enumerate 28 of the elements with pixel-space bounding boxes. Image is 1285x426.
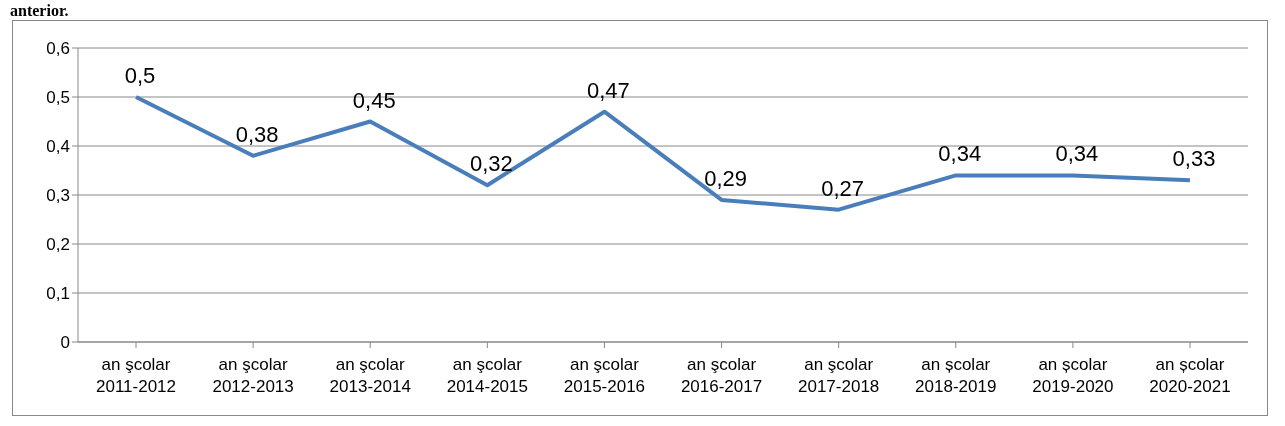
y-tick-label: 0 [60, 333, 70, 353]
y-tick-label: 0,1 [46, 284, 70, 304]
data-label: 0,29 [704, 165, 747, 191]
x-tick-label: an şcolar 2011-2012 [95, 355, 177, 396]
x-tick-label: an şcolar 2015-2016 [563, 355, 646, 396]
data-label: 0,33 [1172, 146, 1216, 172]
data-label: 0,34 [938, 141, 982, 167]
data-label: 0,45 [352, 87, 396, 113]
y-tick-label: 0,4 [46, 137, 70, 157]
data-label: 0,38 [235, 121, 279, 147]
x-tick-label: an şcolar 2014-2015 [446, 355, 528, 396]
data-label: 0,34 [1055, 141, 1099, 167]
x-tick-label: an școlar 2019-2020 [1032, 355, 1114, 396]
data-label: 0,5 [124, 63, 156, 88]
x-tick-label: an şcolar 2012-2013 [212, 355, 294, 396]
data-label: 0,27 [821, 175, 865, 201]
x-tick-label: an şcolar 2017-2018 [798, 355, 880, 396]
x-tick-label: an şcolar 2016-2017 [680, 355, 763, 396]
y-tick-label: 0,3 [46, 186, 70, 206]
x-tick-label: an şcolar 2013-2014 [329, 355, 411, 396]
text: anterior. [10, 2, 69, 20]
y-tick-label: 0,2 [46, 235, 70, 255]
y-tick-label: 0,5 [46, 88, 70, 108]
x-tick-label: an școlar 2018-2019 [915, 355, 997, 396]
y-tick-label: 0,6 [46, 39, 70, 59]
data-label: 0,47 [587, 77, 630, 103]
x-tick-label: an școlar 2020-2021 [1149, 355, 1231, 396]
data-label: 0,32 [469, 151, 513, 177]
